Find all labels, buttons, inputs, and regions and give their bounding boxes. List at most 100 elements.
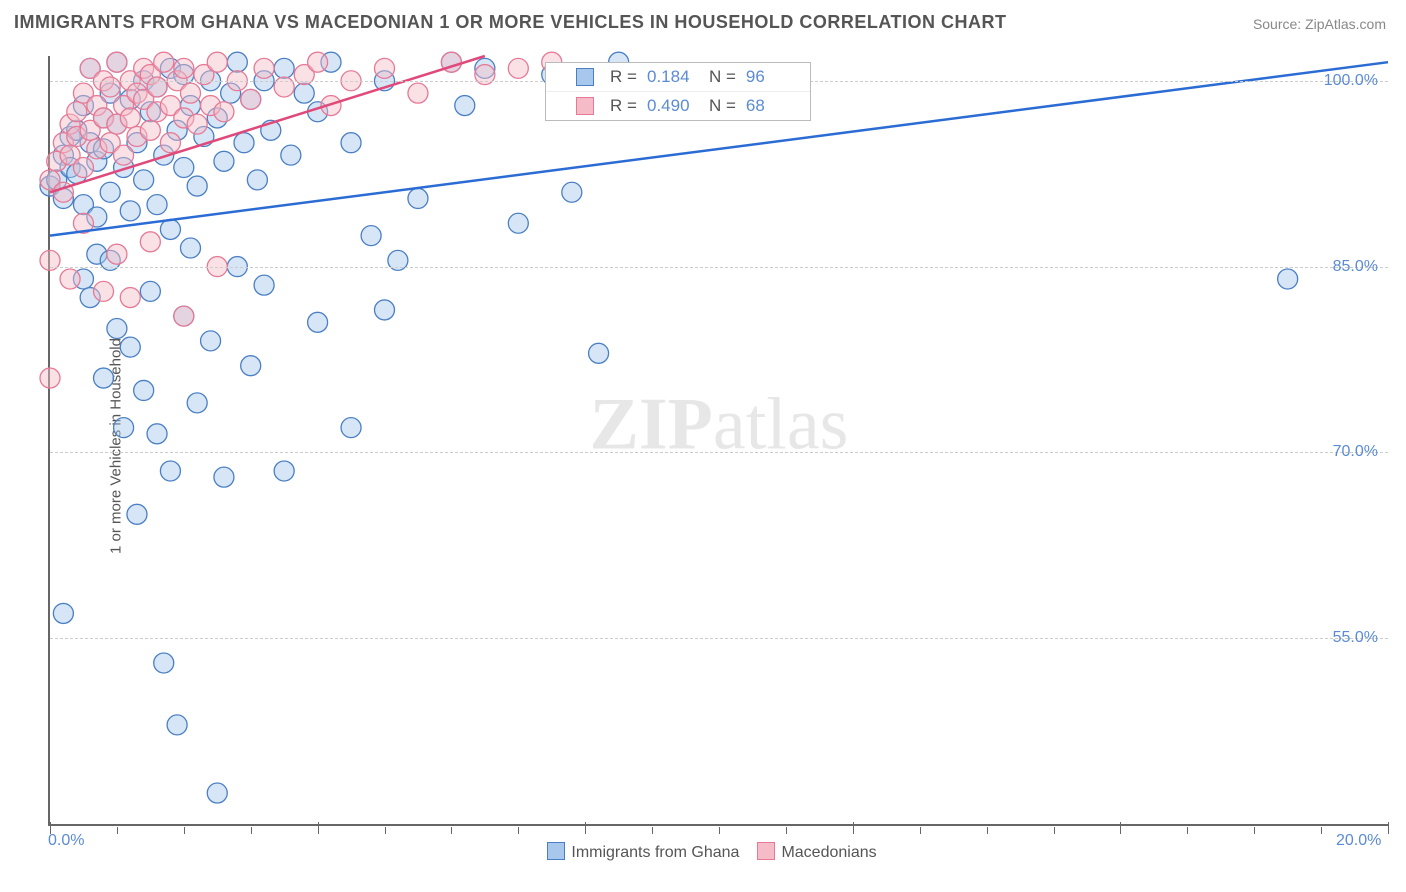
scatter-point-ghana [341, 133, 361, 153]
stat-n-value: 96 [746, 67, 798, 87]
scatter-point-ghana [187, 176, 207, 196]
scatter-point-ghana [341, 418, 361, 438]
scatter-point-macedonian [508, 58, 528, 78]
stat-n-label: N = [709, 96, 736, 116]
scatter-point-macedonian [308, 52, 328, 72]
grid-line [50, 452, 1388, 453]
scatter-point-ghana [174, 157, 194, 177]
x-tick [652, 827, 653, 834]
x-tick [987, 827, 988, 834]
scatter-point-macedonian [160, 133, 180, 153]
scatter-point-ghana [214, 151, 234, 171]
scatter-point-macedonian [107, 52, 127, 72]
scatter-point-macedonian [214, 102, 234, 122]
plot-area: ZIPatlas 100.0%85.0%70.0%55.0%R =0.184N … [48, 56, 1388, 826]
y-tick-label: 85.0% [1333, 258, 1378, 276]
scatter-point-macedonian [40, 368, 60, 388]
scatter-point-ghana [201, 331, 221, 351]
scatter-point-macedonian [174, 306, 194, 326]
scatter-point-macedonian [207, 52, 227, 72]
y-tick-label: 55.0% [1333, 629, 1378, 647]
scatter-point-ghana [180, 238, 200, 258]
scatter-point-ghana [294, 83, 314, 103]
scatter-point-macedonian [375, 58, 395, 78]
scatter-point-macedonian [60, 269, 80, 289]
scatter-point-macedonian [254, 58, 274, 78]
scatter-svg [50, 56, 1388, 824]
scatter-point-ghana [160, 461, 180, 481]
scatter-point-ghana [234, 133, 254, 153]
scatter-point-macedonian [180, 83, 200, 103]
scatter-point-ghana [120, 201, 140, 221]
scatter-point-ghana [214, 467, 234, 487]
scatter-point-macedonian [107, 244, 127, 264]
scatter-point-ghana [274, 58, 294, 78]
scatter-point-ghana [308, 312, 328, 332]
scatter-point-ghana [154, 653, 174, 673]
scatter-point-macedonian [114, 145, 134, 165]
scatter-point-ghana [100, 182, 120, 202]
legend-label-ghana: Immigrants from Ghana [571, 844, 739, 861]
scatter-point-ghana [134, 380, 154, 400]
legend-swatch-ghana [547, 842, 565, 860]
stat-r-label: R = [610, 67, 637, 87]
scatter-point-ghana [1278, 269, 1298, 289]
x-tick [719, 827, 720, 834]
y-tick-label: 100.0% [1324, 72, 1378, 90]
scatter-point-ghana [247, 170, 267, 190]
x-tick [1120, 822, 1121, 834]
scatter-point-ghana [134, 170, 154, 190]
scatter-point-macedonian [408, 83, 428, 103]
x-tick [1254, 827, 1255, 834]
stats-row-ghana: R =0.184N =96 [546, 63, 810, 91]
scatter-point-ghana [120, 337, 140, 357]
stat-r-value: 0.184 [647, 67, 699, 87]
legend-swatch-ghana [576, 68, 594, 86]
stats-legend-box: R =0.184N =96R =0.490N =68 [545, 62, 811, 121]
scatter-point-macedonian [67, 102, 87, 122]
scatter-point-ghana [187, 393, 207, 413]
stat-n-value: 68 [746, 96, 798, 116]
scatter-point-ghana [254, 275, 274, 295]
scatter-point-macedonian [140, 120, 160, 140]
x-tick [920, 827, 921, 834]
scatter-point-ghana [107, 319, 127, 339]
stat-r-label: R = [610, 96, 637, 116]
x-tick [318, 822, 319, 834]
scatter-point-ghana [408, 188, 428, 208]
x-tick [184, 827, 185, 834]
scatter-point-ghana [160, 219, 180, 239]
x-tick [786, 827, 787, 834]
x-tick [451, 827, 452, 834]
scatter-point-macedonian [241, 89, 261, 109]
x-tick [385, 827, 386, 834]
legend-label-macedonian: Macedonians [781, 844, 876, 861]
scatter-point-macedonian [120, 108, 140, 128]
scatter-point-ghana [147, 195, 167, 215]
x-tick [518, 827, 519, 834]
x-tick [585, 822, 586, 834]
x-tick [1388, 822, 1389, 834]
x-tick-label: 20.0% [1336, 832, 1381, 850]
x-tick [1187, 827, 1188, 834]
grid-line [50, 638, 1388, 639]
chart-frame: IMMIGRANTS FROM GHANA VS MACEDONIAN 1 OR… [0, 0, 1406, 892]
grid-line [50, 267, 1388, 268]
scatter-point-ghana [274, 461, 294, 481]
stat-r-value: 0.490 [647, 96, 699, 116]
legend-swatch-macedonian [757, 842, 775, 860]
scatter-point-ghana [53, 603, 73, 623]
scatter-point-ghana [147, 424, 167, 444]
scatter-point-macedonian [174, 58, 194, 78]
scatter-point-ghana [127, 504, 147, 524]
x-tick [1054, 827, 1055, 834]
scatter-point-ghana [375, 300, 395, 320]
scatter-point-ghana [241, 356, 261, 376]
x-tick [1321, 827, 1322, 834]
scatter-point-ghana [562, 182, 582, 202]
scatter-point-macedonian [120, 288, 140, 308]
scatter-point-macedonian [140, 232, 160, 252]
bottom-legend: Immigrants from Ghana Macedonians [0, 842, 1406, 862]
scatter-point-ghana [207, 783, 227, 803]
y-tick-label: 70.0% [1333, 443, 1378, 461]
